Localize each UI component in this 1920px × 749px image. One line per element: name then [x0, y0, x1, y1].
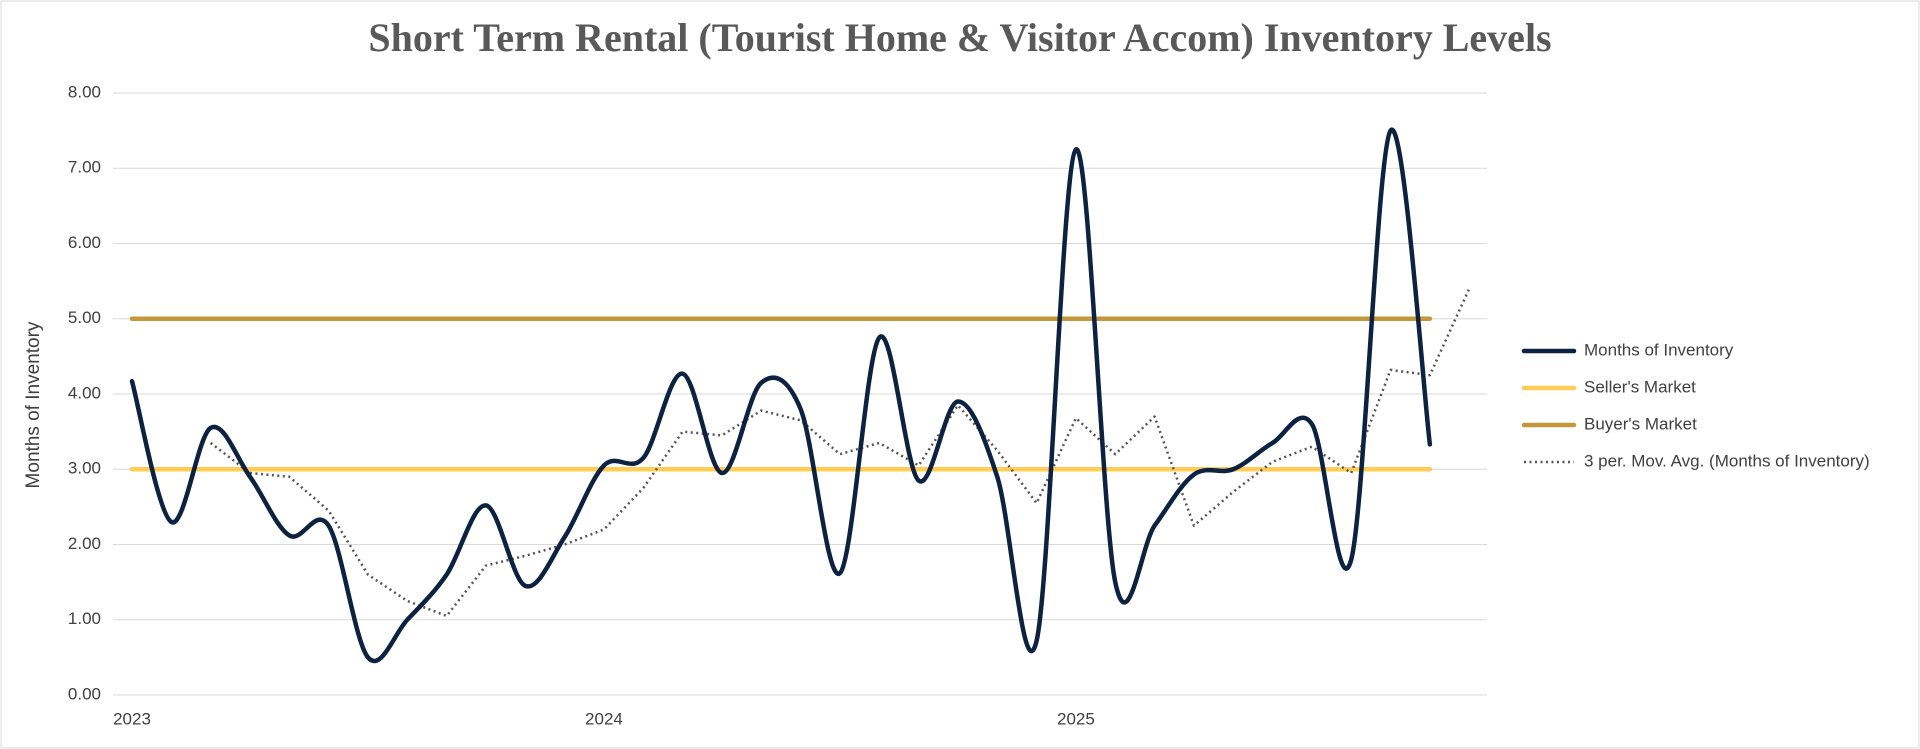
x-tick-label: 2025 [1057, 709, 1095, 728]
y-tick-label: 5.00 [68, 308, 101, 327]
legend-label: 3 per. Mov. Avg. (Months of Inventory) [1584, 451, 1870, 470]
legend-label: Seller's Market [1584, 377, 1696, 396]
x-tick-label: 2023 [113, 709, 151, 728]
x-tick-label: 2024 [585, 709, 623, 728]
y-tick-label: 7.00 [68, 158, 101, 177]
legend-label: Buyer's Market [1584, 414, 1697, 433]
legend-label: Months of Inventory [1584, 340, 1734, 359]
y-tick-label: 2.00 [68, 534, 101, 553]
y-tick-label: 1.00 [68, 609, 101, 628]
series-line [129, 127, 1433, 664]
y-tick-label: 0.00 [68, 684, 101, 703]
y-tick-label: 6.00 [68, 233, 101, 252]
y-tick-label: 8.00 [68, 82, 101, 101]
chart-title: Short Term Rental (Tourist Home & Visito… [368, 15, 1551, 60]
y-tick-label: 4.00 [68, 383, 101, 402]
y-axis-label: Months of Inventory [23, 321, 44, 488]
y-tick-label: 3.00 [68, 459, 101, 478]
